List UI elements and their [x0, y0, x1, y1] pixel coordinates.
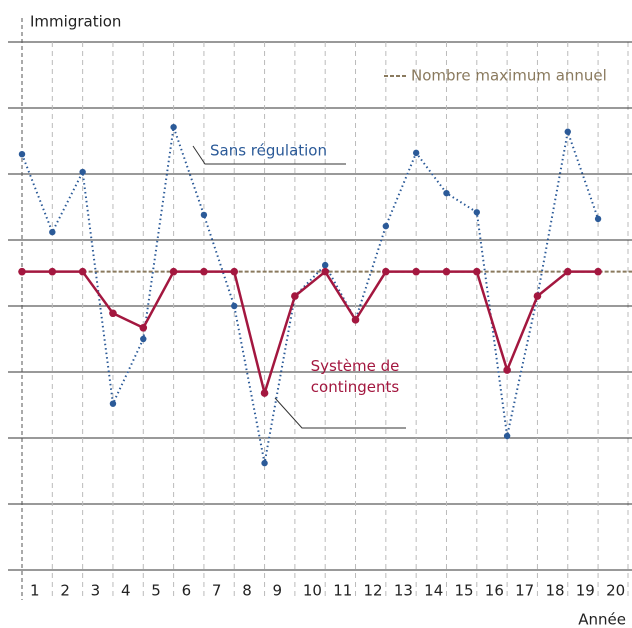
annotation-leader: [192, 145, 346, 165]
data-point: [322, 261, 329, 269]
x-tick-label: 17: [515, 582, 534, 600]
data-point: [18, 151, 26, 158]
data-point: [48, 267, 57, 276]
data-point: [473, 267, 481, 276]
data-point: [503, 366, 511, 374]
x-tick-label: 19: [576, 582, 595, 600]
series-line: [22, 270, 599, 395]
data-point: [200, 267, 208, 276]
annotation-leader: [274, 397, 406, 429]
data-point: [412, 149, 420, 157]
x-tick-label: 4: [121, 582, 131, 600]
data-point: [564, 128, 571, 135]
x-tick-label: 9: [273, 582, 283, 600]
x-tick-label: 11: [333, 582, 352, 600]
data-point: [563, 267, 572, 276]
data-point: [473, 209, 480, 216]
series-annotation: Système de contingents: [310, 357, 400, 396]
data-point: [109, 400, 117, 407]
x-axis-label: Année: [578, 611, 626, 628]
data-point: [78, 267, 87, 276]
data-point: [140, 335, 147, 343]
data-point: [200, 211, 208, 219]
series-line: [21, 126, 600, 465]
series-annotation: Sans régulation: [210, 142, 327, 160]
data-point: [49, 228, 56, 236]
data-point: [79, 168, 86, 176]
x-tick-label: 15: [454, 582, 473, 600]
data-point: [594, 267, 602, 276]
data-point: [109, 309, 117, 318]
data-point: [412, 267, 420, 276]
x-tick-label: 8: [242, 582, 252, 600]
data-point: [260, 389, 269, 397]
x-tick-label: 14: [424, 582, 443, 600]
data-point: [139, 323, 148, 332]
data-point: [230, 267, 239, 276]
x-tick-label: 3: [91, 582, 101, 600]
data-point: [351, 316, 360, 324]
data-point: [594, 215, 602, 223]
data-point: [18, 267, 26, 276]
data-point: [443, 189, 450, 197]
data-point: [170, 123, 177, 131]
chart-title: Immigration: [30, 13, 121, 31]
data-point: [291, 292, 299, 300]
x-tick-label: 20: [606, 582, 625, 600]
data-point: [169, 267, 178, 276]
data-point: [503, 432, 511, 440]
x-tick-label: 1: [30, 582, 40, 600]
x-tick-label: 13: [394, 582, 413, 600]
x-tick-label: 7: [212, 582, 222, 600]
data-point: [442, 267, 451, 276]
data-point: [533, 292, 542, 300]
legend-label: Nombre maximum annuel: [411, 67, 607, 85]
x-tick-label: 5: [151, 582, 161, 600]
x-tick-label: 18: [545, 582, 564, 600]
data-point: [321, 267, 330, 276]
x-tick-label: 12: [364, 582, 383, 600]
data-point: [382, 222, 390, 230]
x-tick-label: 6: [182, 582, 192, 600]
x-tick-label: 16: [485, 582, 504, 600]
data-point: [231, 302, 238, 310]
x-tick-label: 2: [60, 582, 70, 600]
data-point: [261, 459, 268, 467]
data-point: [382, 267, 390, 276]
x-tick-label: 10: [303, 582, 322, 600]
